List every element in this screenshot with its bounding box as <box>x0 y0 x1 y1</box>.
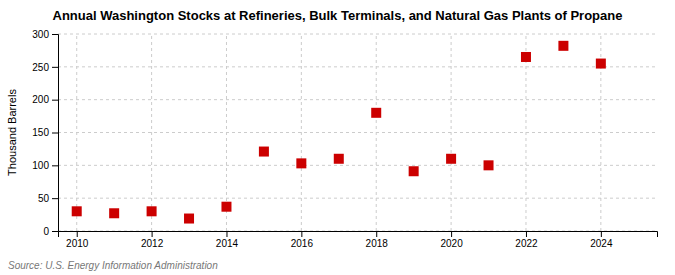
point <box>109 208 119 218</box>
y-tick: 200 <box>32 94 58 105</box>
x-tick-label: 2016 <box>291 238 314 249</box>
x-tick-label: 2024 <box>590 238 613 249</box>
x-tick-mark <box>226 231 227 237</box>
x-tick-label: 2018 <box>366 238 389 249</box>
point <box>221 202 231 212</box>
y-tick-label: 0 <box>43 226 49 237</box>
y-tick-mark <box>52 100 58 101</box>
y-tick: 0 <box>43 226 58 237</box>
point <box>147 206 157 216</box>
y-tick: 250 <box>32 62 58 73</box>
y-axis: 0 50 100 150 200 250 300 <box>32 29 58 237</box>
x-tick-mark <box>77 231 78 237</box>
y-tick-label: 50 <box>38 193 50 204</box>
y-grid-line <box>58 34 657 35</box>
x-grid-line <box>226 34 227 231</box>
x-grid-line <box>376 34 377 231</box>
y-tick-mark <box>52 198 58 199</box>
x-grid-line <box>451 34 452 231</box>
y-grid-line <box>58 66 657 67</box>
x-tick-mark <box>301 231 302 237</box>
y-tick-mark <box>52 34 58 35</box>
x-grid-line <box>76 34 77 231</box>
x-tick: 2010 <box>66 231 89 249</box>
y-tick: 50 <box>38 193 58 204</box>
y-tick-label: 250 <box>32 62 49 73</box>
x-tick: 2014 <box>216 231 239 249</box>
point <box>484 160 494 170</box>
point <box>558 41 568 51</box>
y-tick-label: 100 <box>32 160 49 171</box>
title: Annual Washington Stocks at Refineries, … <box>53 8 623 23</box>
x-tick: 2012 <box>141 231 164 249</box>
grid <box>58 34 657 231</box>
y-tick-label: 300 <box>32 29 49 40</box>
y-tick-mark <box>52 133 58 134</box>
x-tick-label: 2012 <box>141 238 164 249</box>
source-note: Source: U.S. Energy Information Administ… <box>8 260 218 271</box>
x-tick: 2022 <box>515 231 538 249</box>
point <box>596 59 606 69</box>
y-tick-label: 200 <box>32 94 49 105</box>
y-tick: 150 <box>32 127 58 138</box>
y-grid-line <box>58 132 657 133</box>
x-tick: 2020 <box>440 231 463 249</box>
point <box>334 154 344 164</box>
x-axis: 2010 2012 2014 2016 2018 2020 2022 2024 <box>59 231 658 249</box>
x-tick-label: 2010 <box>66 238 89 249</box>
y-tick: 100 <box>32 160 58 171</box>
x-tick: 2024 <box>590 231 613 249</box>
y-grid-line <box>58 198 657 199</box>
x-tick-label: 2014 <box>216 238 239 249</box>
x-grid-line <box>151 34 152 231</box>
x-tick-mark <box>376 231 377 237</box>
point <box>521 52 531 62</box>
x-tick-mark <box>601 231 602 237</box>
points <box>72 41 606 224</box>
y-grid-line <box>58 99 657 100</box>
point <box>296 158 306 168</box>
point <box>371 108 381 118</box>
x-tick: 2016 <box>291 231 314 249</box>
x-grid-line <box>525 34 526 231</box>
point <box>446 154 456 164</box>
point <box>72 206 82 216</box>
x-tick-mark <box>451 231 452 237</box>
chart: 2010 2012 2014 2016 2018 2020 2022 2024 0 50 100 15… <box>0 0 675 275</box>
x-tick-mark <box>152 231 153 237</box>
y-grid-line <box>58 165 657 166</box>
x-grid-line <box>301 34 302 231</box>
x-tick: 2018 <box>366 231 389 249</box>
y-tick-mark <box>52 231 58 232</box>
x-tick-mark <box>526 231 527 237</box>
y-tick-label: 150 <box>32 127 49 138</box>
y-tick-mark <box>52 67 58 68</box>
point <box>259 147 269 157</box>
x-tick-label: 2020 <box>440 238 463 249</box>
y-tick-mark <box>52 165 58 166</box>
x-tick-label: 2022 <box>515 238 538 249</box>
point <box>184 214 194 224</box>
x-axis-line <box>59 232 658 238</box>
y-axis-line <box>52 35 59 232</box>
y-tick: 300 <box>32 29 58 40</box>
point <box>409 166 419 176</box>
y-axis-label: Thousand Barrels <box>6 89 18 176</box>
